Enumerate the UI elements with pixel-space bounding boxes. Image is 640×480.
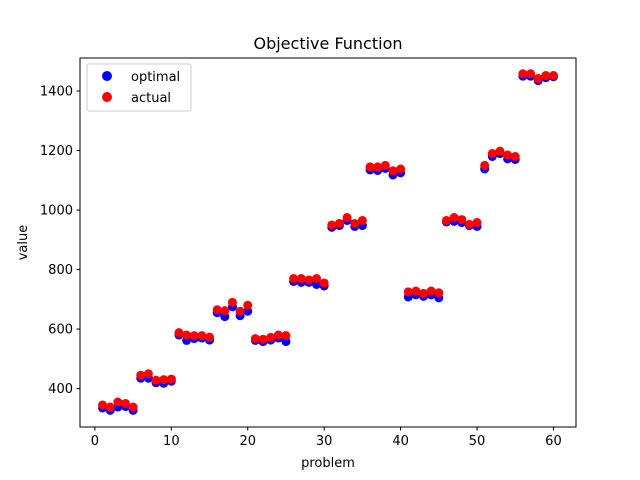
point-actual (273, 330, 283, 340)
legend-box (86, 63, 192, 112)
point-actual (350, 218, 360, 228)
point-actual (227, 297, 237, 307)
point-actual (526, 69, 536, 79)
chart-title: Objective Function (253, 34, 402, 53)
point-actual (159, 375, 169, 385)
plot-frame (79, 57, 577, 428)
x-tick-label: 50 (469, 434, 486, 449)
point-actual (472, 218, 482, 228)
point-actual (243, 300, 253, 310)
point-actual (357, 215, 367, 225)
point-actual (128, 402, 138, 412)
point-actual (296, 274, 306, 284)
point-actual (541, 71, 551, 81)
point-actual (503, 150, 513, 160)
point-actual (365, 162, 375, 172)
point-actual (258, 334, 268, 344)
point-actual (98, 400, 108, 410)
point-actual (189, 331, 199, 341)
point-actual (419, 288, 429, 298)
point-actual (480, 160, 490, 170)
point-actual (143, 369, 153, 379)
point-actual (373, 162, 383, 172)
point-actual (411, 286, 421, 296)
point-actual (434, 288, 444, 298)
y-axis-label: value (16, 225, 31, 261)
point-actual (388, 166, 398, 176)
point-actual (327, 220, 337, 230)
x-tick-label: 20 (239, 434, 256, 449)
point-actual (174, 328, 184, 338)
legend-marker-actual (102, 92, 112, 102)
point-actual (464, 219, 474, 229)
x-tick-label: 0 (91, 434, 99, 449)
point-actual (533, 74, 543, 84)
point-actual (510, 151, 520, 161)
point-actual (312, 274, 322, 284)
point-actual (182, 330, 192, 340)
point-actual (250, 334, 260, 344)
point-actual (396, 164, 406, 174)
point-actual (281, 331, 291, 341)
x-tick-label: 60 (545, 434, 562, 449)
legend: optimal actual (86, 63, 192, 112)
point-actual (495, 146, 505, 156)
point-actual (166, 374, 176, 384)
point-actual (334, 218, 344, 228)
x-axis-ticks: 0 10 20 30 40 50 60 (91, 427, 562, 449)
x-axis-label: problem (301, 456, 355, 471)
point-actual (105, 402, 115, 412)
point-actual (113, 397, 123, 407)
point-actual (487, 149, 497, 159)
point-actual (197, 331, 207, 341)
point-actual (449, 213, 459, 223)
point-actual (457, 215, 467, 225)
point-actual (120, 398, 130, 408)
y-tick-label: 600 (48, 323, 73, 338)
y-tick-label: 1000 (40, 204, 73, 219)
point-actual (151, 375, 161, 385)
y-tick-label: 1400 (40, 85, 73, 100)
point-actual (403, 287, 413, 297)
y-tick-label: 800 (48, 263, 73, 278)
point-actual (342, 213, 352, 223)
legend-label-actual: actual (131, 91, 171, 106)
y-axis-ticks: 400 600 800 1000 1200 1400 (40, 85, 80, 397)
x-tick-label: 30 (316, 434, 333, 449)
legend-marker-optimal (102, 71, 112, 81)
point-actual (205, 332, 215, 342)
point-actual (212, 305, 222, 315)
point-actual (380, 160, 390, 170)
point-actual (441, 215, 451, 225)
point-actual (426, 286, 436, 296)
data-points (98, 69, 558, 415)
point-actual (220, 306, 230, 316)
series-actual (98, 69, 558, 412)
point-actual (319, 278, 329, 288)
legend-label-optimal: optimal (131, 70, 180, 85)
point-actual (548, 71, 558, 81)
point-actual (235, 306, 245, 316)
point-actual (289, 274, 299, 284)
x-tick-label: 40 (392, 434, 409, 449)
x-tick-label: 10 (163, 434, 180, 449)
y-tick-label: 1200 (40, 144, 73, 159)
point-actual (266, 332, 276, 342)
point-actual (304, 275, 314, 285)
point-actual (518, 69, 528, 79)
point-actual (136, 370, 146, 380)
y-tick-label: 400 (48, 382, 73, 397)
